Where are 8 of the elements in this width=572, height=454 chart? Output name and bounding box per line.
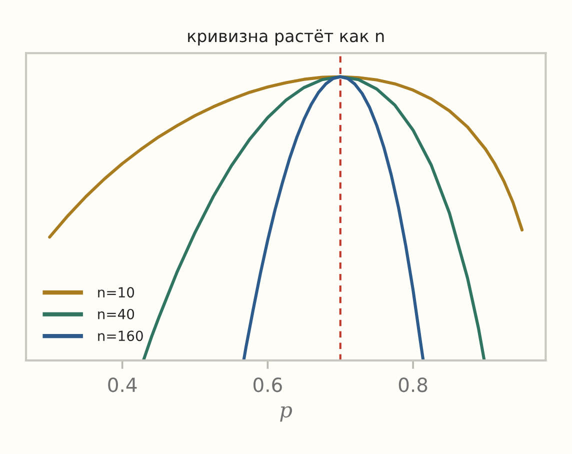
legend-label: n=40 bbox=[98, 308, 134, 320]
x-tick-label: 0.8 bbox=[398, 377, 428, 392]
x-axis-title: p bbox=[280, 406, 292, 422]
legend-label: n=10 bbox=[98, 287, 134, 298]
x-tick-label: 0.6 bbox=[254, 377, 282, 392]
x-tick-label: 0.4 bbox=[108, 377, 137, 392]
legend-label: n=160 bbox=[98, 330, 143, 342]
chart-title: кривизна растёт как n bbox=[188, 29, 384, 46]
